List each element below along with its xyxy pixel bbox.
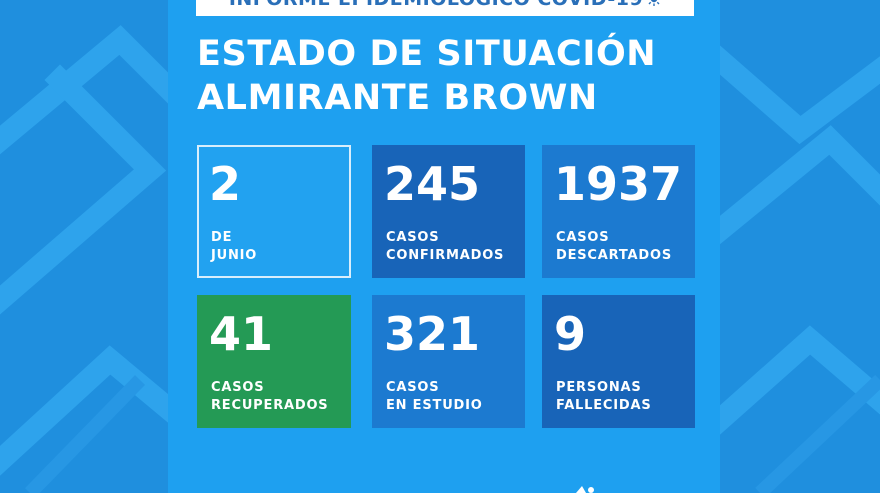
under-study-label-line-1: CASOS xyxy=(386,380,440,395)
recovered-cases-card: 41 CASOS RECUPERADOS xyxy=(197,295,351,428)
date-label: DE JUNIO xyxy=(211,229,257,265)
discarded-label-line-1: CASOS xyxy=(556,230,610,245)
under-study-label-line-2: EN ESTUDIO xyxy=(386,398,483,413)
date-day: 2 xyxy=(209,157,242,211)
deceased-label-line-2: FALLECIDAS xyxy=(556,398,652,413)
sun-icon xyxy=(648,0,660,6)
discarded-cases-number: 1937 xyxy=(554,157,683,211)
banner-text: INFORME EPIDEMIOLÓGICO COVID-19 xyxy=(229,0,643,10)
under-study-cases-number: 321 xyxy=(384,307,481,361)
page-title-line-2: ALMIRANTE BROWN xyxy=(197,78,598,118)
confirmed-cases-label: CASOS CONFIRMADOS xyxy=(386,229,504,265)
date-label-line-1: DE xyxy=(211,230,233,245)
deceased-number: 9 xyxy=(554,307,587,361)
page-title-line-1: ESTADO DE SITUACIÓN xyxy=(197,34,657,74)
confirmed-cases-number: 245 xyxy=(384,157,481,211)
discarded-cases-label: CASOS DESCARTADOS xyxy=(556,229,672,265)
under-study-cases-card: 321 CASOS EN ESTUDIO xyxy=(372,295,525,428)
date-label-line-2: JUNIO xyxy=(211,248,258,263)
discarded-label-line-2: DESCARTADOS xyxy=(556,248,672,263)
confirmed-label-line-1: CASOS xyxy=(386,230,440,245)
logo-fragment-icon xyxy=(576,486,594,493)
recovered-label-line-2: RECUPERADOS xyxy=(211,398,329,413)
deceased-card: 9 PERSONAS FALLECIDAS xyxy=(542,295,695,428)
recovered-cases-number: 41 xyxy=(209,307,274,361)
under-study-cases-label: CASOS EN ESTUDIO xyxy=(386,379,483,415)
recovered-cases-label: CASOS RECUPERADOS xyxy=(211,379,328,415)
confirmed-label-line-2: CONFIRMADOS xyxy=(386,248,505,263)
discarded-cases-card: 1937 CASOS DESCARTADOS xyxy=(542,145,695,278)
recovered-label-line-1: CASOS xyxy=(211,380,265,395)
date-card: 2 DE JUNIO xyxy=(197,145,351,278)
deceased-label-line-1: PERSONAS xyxy=(556,380,642,395)
report-banner: INFORME EPIDEMIOLÓGICO COVID-19 xyxy=(196,0,694,16)
deceased-label: PERSONAS FALLECIDAS xyxy=(556,379,652,415)
confirmed-cases-card: 245 CASOS CONFIRMADOS xyxy=(372,145,525,278)
